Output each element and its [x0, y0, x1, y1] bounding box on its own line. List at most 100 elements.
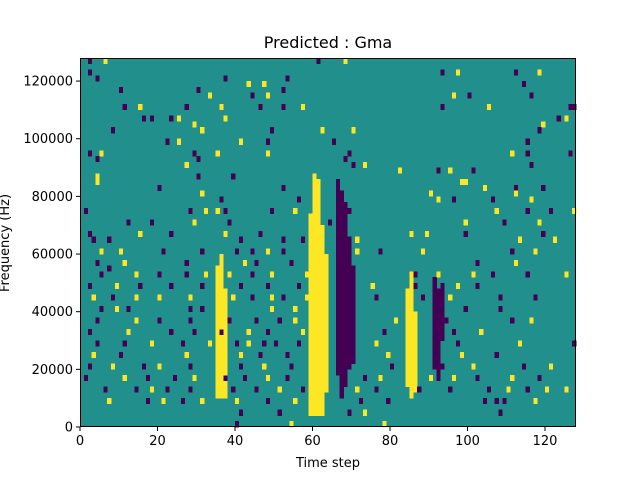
heatmap-cell [432, 357, 437, 364]
heatmap-cell [463, 305, 468, 312]
heatmap-cell [200, 190, 205, 197]
heatmap-cell [413, 346, 418, 353]
heatmap-cell [169, 115, 174, 122]
heatmap-cell [215, 386, 220, 393]
heatmap-cell [351, 282, 356, 289]
heatmap-cell [525, 150, 530, 157]
heatmap-cell [335, 271, 340, 278]
heatmap-cell [219, 259, 224, 266]
heatmap-cell [343, 334, 348, 341]
heatmap-cell [312, 375, 317, 382]
y-tick-label: 40000 [32, 305, 73, 320]
heatmap-cell [138, 282, 143, 289]
heatmap-cell [537, 219, 542, 226]
heatmap-cell [165, 138, 170, 145]
heatmap-cell [308, 242, 313, 249]
heatmap-cell [107, 265, 112, 272]
heatmap-cell [343, 254, 348, 261]
heatmap-cell [343, 259, 348, 266]
heatmap-cell [405, 311, 410, 318]
axes-frame [80, 58, 576, 427]
y-tick-label: 60000 [32, 248, 73, 263]
heatmap-cell [324, 288, 329, 295]
heatmap-cell [293, 317, 298, 324]
heatmap-cell [320, 346, 325, 353]
heatmap-cell [235, 248, 240, 255]
heatmap-cell [343, 282, 348, 289]
heatmap-cell [324, 259, 329, 266]
heatmap-cell [409, 311, 414, 318]
heatmap-cell [405, 363, 410, 370]
heatmap-cell [312, 242, 317, 249]
heatmap-cell [409, 271, 414, 278]
heatmap-cell [390, 363, 395, 370]
heatmap-cell [215, 357, 220, 364]
heatmap-cell [347, 328, 352, 336]
heatmap-cell [223, 369, 228, 376]
heatmap-cell [324, 363, 329, 370]
heatmap-cell [541, 184, 546, 191]
heatmap-cell [537, 127, 542, 134]
heatmap-cell [320, 317, 325, 324]
heatmap-cell [343, 294, 348, 301]
heatmap-cell [510, 317, 515, 324]
heatmap-cell [312, 282, 317, 289]
heatmap-cell [223, 346, 228, 353]
heatmap-cell [316, 248, 321, 255]
heatmap-cell [176, 115, 182, 122]
heatmap-cell [409, 357, 414, 364]
heatmap-cell [339, 288, 344, 295]
heatmap-cell [455, 340, 461, 347]
heatmap-cell [436, 317, 441, 324]
heatmap-cell [339, 311, 344, 318]
heatmap-cell [490, 196, 495, 203]
heatmap-cell [304, 271, 309, 278]
heatmap-cell [324, 334, 329, 341]
heatmap-cell [324, 352, 329, 359]
heatmap-cell [250, 294, 255, 301]
heatmap-cell [320, 386, 325, 393]
heatmap-cell [343, 236, 348, 243]
heatmap-cell [436, 311, 441, 318]
heatmap-cell [506, 386, 511, 393]
heatmap-cell [413, 375, 418, 382]
heatmap-cell [320, 282, 325, 289]
heatmap-cell [514, 184, 519, 191]
heatmap-cell [219, 311, 224, 318]
heatmap-cell [339, 357, 344, 364]
heatmap-cell [324, 277, 329, 284]
heatmap-cell [266, 248, 271, 255]
heatmap-cell [200, 305, 205, 312]
heatmap-cell [118, 352, 123, 359]
heatmap-cell [335, 305, 340, 312]
heatmap-cell [99, 305, 104, 312]
heatmap-cell [320, 380, 325, 387]
heatmap-cell [149, 219, 154, 226]
heatmap-cell [215, 271, 220, 278]
heatmap-cell [215, 392, 220, 399]
heatmap-cell [343, 271, 348, 278]
heatmap-cell [277, 317, 282, 324]
heatmap-cell [320, 369, 325, 376]
heatmap-cell [231, 386, 236, 393]
heatmap-cell [409, 346, 414, 353]
heatmap-cell [343, 248, 348, 255]
heatmap-cell [483, 184, 488, 191]
heatmap-cell [269, 305, 275, 312]
heatmap-cell [219, 282, 224, 289]
heatmap-cell [277, 409, 282, 416]
heatmap-cell [347, 248, 352, 255]
heatmap-cell [215, 277, 220, 284]
heatmap-cell [316, 236, 321, 243]
heatmap-cell [393, 317, 399, 324]
heatmap-cell [409, 317, 414, 324]
heatmap-cell [548, 363, 554, 370]
heatmap-cell [397, 167, 402, 174]
heatmap-cell [324, 323, 329, 330]
heatmap-cell [432, 311, 437, 318]
heatmap-cell [165, 386, 170, 393]
heatmap-cell [223, 317, 228, 324]
heatmap-cell [335, 277, 340, 284]
heatmap-cell [409, 328, 414, 336]
